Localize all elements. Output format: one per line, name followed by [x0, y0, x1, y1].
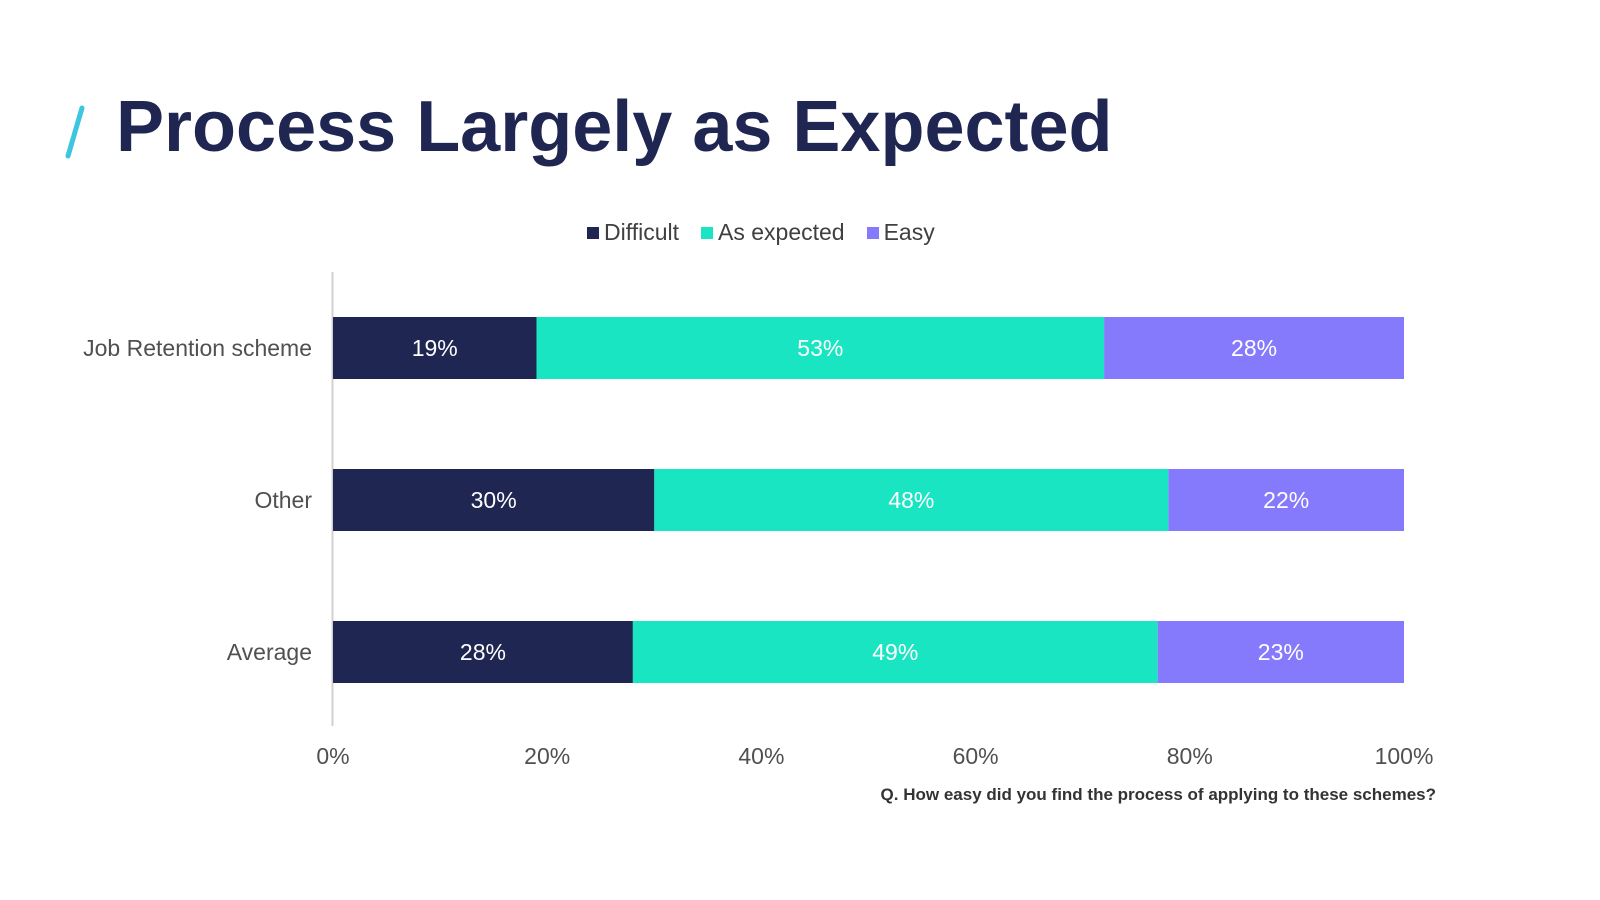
- x-tick-label-40: 40%: [738, 743, 784, 769]
- bar-difficult-other: [333, 469, 655, 531]
- bar-easy-average: [1157, 621, 1404, 683]
- legend-swatch-as-expected: [701, 226, 713, 239]
- data-label-difficult-other: 30%: [471, 487, 517, 513]
- category-label-job-retention-scheme: Job Retention scheme: [83, 335, 312, 361]
- x-tick-label-80: 80%: [1167, 743, 1213, 769]
- data-label-as-expected-other: 48%: [888, 487, 934, 513]
- bar-as-expected-job-retention-scheme: [536, 317, 1105, 379]
- legend-item-difficult: Difficult: [587, 219, 679, 246]
- legend-swatch-easy: [866, 226, 879, 239]
- bar-as-expected-other: [654, 469, 1169, 531]
- data-label-as-expected-average: 49%: [872, 639, 918, 665]
- survey-question-footnote: Q. How easy did you find the process of …: [880, 785, 1436, 804]
- data-label-easy-other: 22%: [1263, 487, 1309, 513]
- data-label-difficult-average: 28%: [460, 639, 506, 665]
- bar-difficult-job-retention-scheme: [333, 317, 537, 379]
- x-tick-label-100: 100%: [1375, 743, 1434, 769]
- x-tick-label-20: 20%: [524, 743, 570, 769]
- category-label-average: Average: [227, 639, 312, 665]
- bar-easy-job-retention-scheme: [1104, 317, 1404, 379]
- x-tick-label-60: 60%: [953, 743, 999, 769]
- bar-easy-other: [1168, 469, 1404, 531]
- legend-label-difficult: Difficult: [604, 219, 679, 245]
- page-title: Process Largely as Expected: [116, 87, 1113, 167]
- bar-as-expected-average: [632, 621, 1158, 683]
- legend-label-as-expected: As expected: [718, 219, 845, 245]
- legend-item-as-expected: As expected: [701, 219, 845, 246]
- category-label-other: Other: [254, 487, 312, 513]
- data-label-as-expected-job-retention-scheme: 53%: [797, 335, 843, 361]
- legend-swatch-difficult: [587, 226, 599, 239]
- slash-accent-icon: [65, 105, 85, 159]
- data-label-difficult-job-retention-scheme: 19%: [412, 335, 458, 361]
- chart-legend: Difficult As expected Easy: [587, 219, 957, 246]
- x-tick-label-0: 0%: [316, 743, 349, 769]
- legend-item-easy: Easy: [866, 219, 935, 246]
- data-label-easy-job-retention-scheme: 28%: [1231, 335, 1277, 361]
- legend-label-easy: Easy: [883, 219, 935, 245]
- data-label-easy-average: 23%: [1258, 639, 1304, 665]
- bar-difficult-average: [333, 621, 633, 683]
